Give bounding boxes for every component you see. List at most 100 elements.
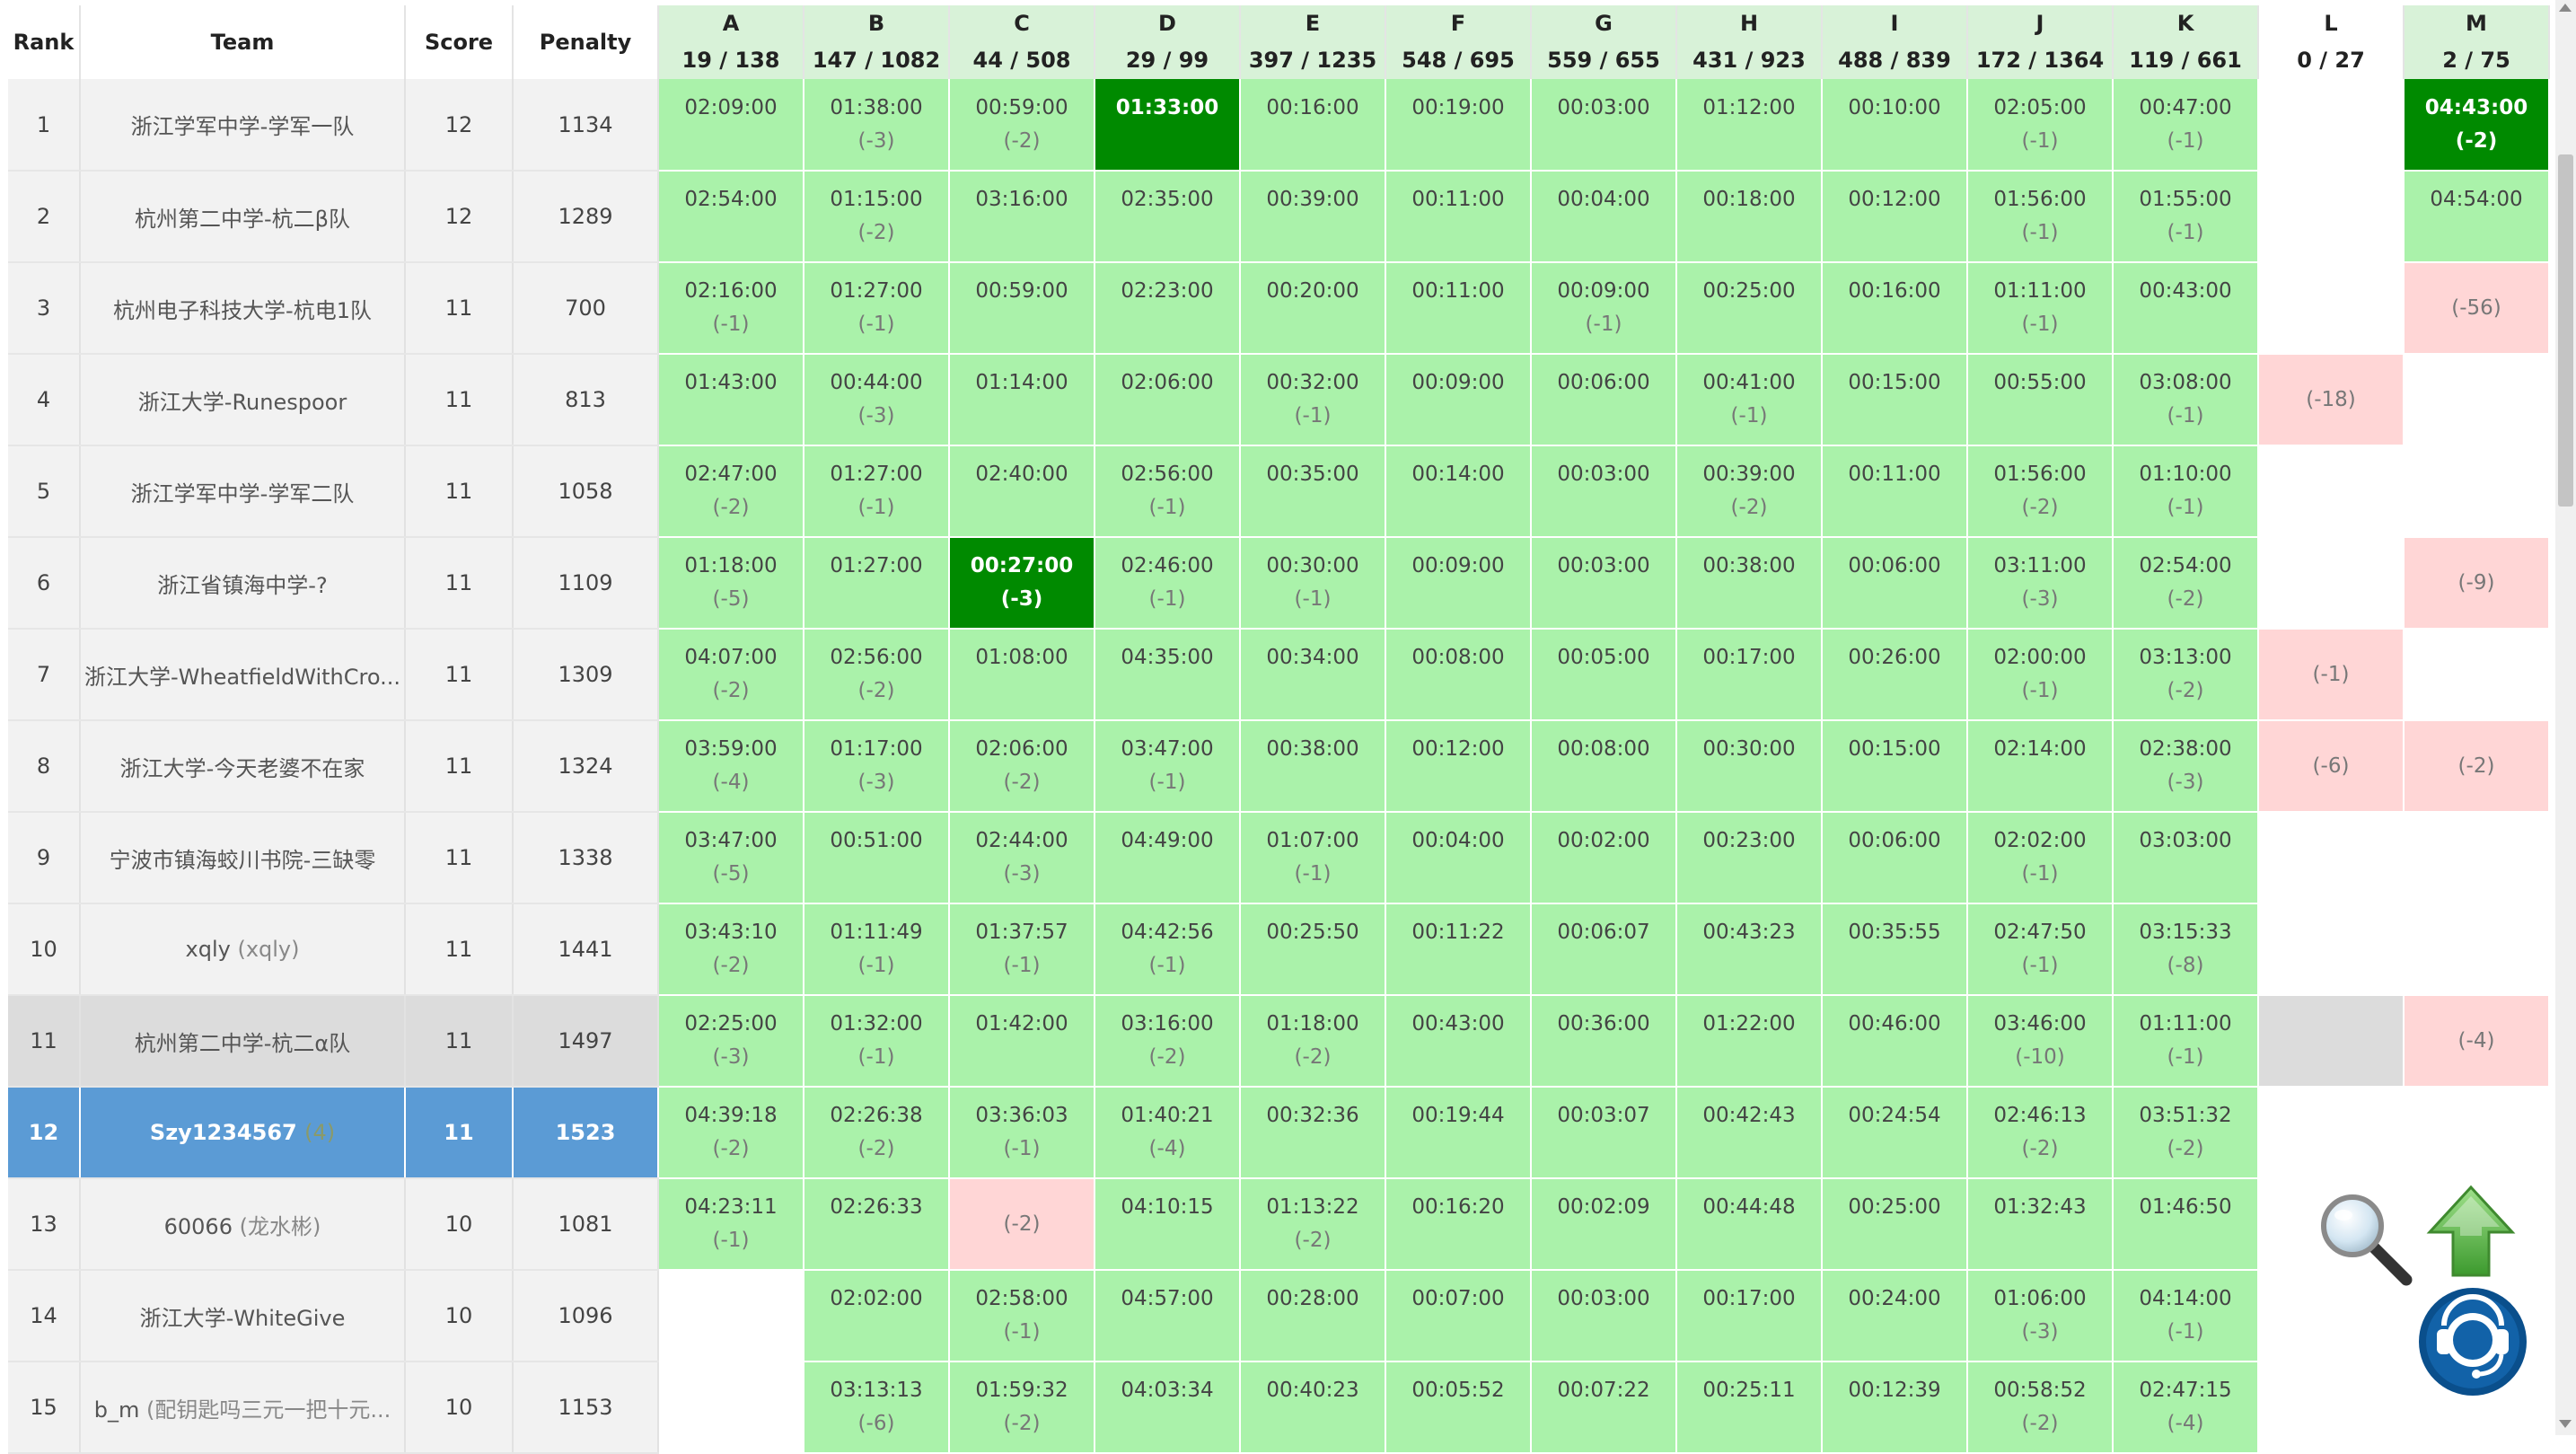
- problem-cell-f[interactable]: 00:19:00: [1385, 79, 1532, 172]
- problem-cell-d[interactable]: 02:46:00 (-1): [1095, 537, 1241, 630]
- problem-cell-i[interactable]: 00:15:00: [1822, 354, 1968, 446]
- problem-cell-k[interactable]: 01:10:00 (-1): [2113, 445, 2259, 538]
- problem-cell-d[interactable]: 01:33:00: [1095, 79, 1241, 172]
- problem-cell-e[interactable]: 00:32:00 (-1): [1240, 354, 1386, 446]
- problem-cell-i[interactable]: 00:12:00: [1822, 171, 1968, 263]
- team-header[interactable]: Team: [80, 5, 406, 79]
- problem-cell-c[interactable]: 01:59:32 (-2): [949, 1361, 1095, 1454]
- problem-cell-c[interactable]: 01:08:00: [949, 629, 1095, 721]
- problem-cell-f[interactable]: 00:43:00: [1385, 995, 1532, 1088]
- problem-cell-k[interactable]: 03:03:00: [2113, 812, 2259, 904]
- problem-cell-f[interactable]: 00:11:22: [1385, 903, 1532, 996]
- problem-cell-k[interactable]: 03:13:00 (-2): [2113, 629, 2259, 721]
- problem-header-h[interactable]: H: [1676, 5, 1823, 41]
- problem-cell-h[interactable]: 00:17:00: [1676, 629, 1823, 721]
- problem-cell-i[interactable]: 00:26:00: [1822, 629, 1968, 721]
- problem-cell-k[interactable]: 02:38:00 (-3): [2113, 720, 2259, 813]
- team-name[interactable]: 杭州电子科技大学-杭电1队: [113, 297, 372, 323]
- problem-cell-a[interactable]: 04:07:00 (-2): [658, 629, 804, 721]
- problem-cell-a[interactable]: 04:23:11 (-1): [658, 1178, 804, 1271]
- problem-cell-h[interactable]: 00:42:43: [1676, 1087, 1823, 1179]
- problem-cell-f[interactable]: 00:04:00: [1385, 812, 1532, 904]
- problem-header-d[interactable]: D: [1095, 5, 1241, 41]
- table-row[interactable]: 7 浙江大学-WheatfieldWithCro... 11 1309 04:07:00…: [8, 629, 2550, 721]
- table-row[interactable]: 15 b_m (配钥匙吗三元一把十元... 10 1153 03:13:13 (-6) 01…: [8, 1361, 2550, 1454]
- problem-cell-a[interactable]: 02:16:00 (-1): [658, 262, 804, 355]
- problem-cell-d[interactable]: 04:35:00: [1095, 629, 1241, 721]
- table-row[interactable]: 5 浙江学军中学-学军二队 11 1058 02:47:00 (-2) 01:27:00 (-…: [8, 445, 2550, 538]
- problem-cell-h[interactable]: 00:39:00 (-2): [1676, 445, 1823, 538]
- table-row[interactable]: 2 杭州第二中学-杭二β队 12 1289 02:54:00 01:15:00 (-2) 03…: [8, 171, 2550, 263]
- team-name[interactable]: 浙江大学-WheatfieldWithCro...: [84, 664, 400, 690]
- problem-cell-a[interactable]: 02:47:00 (-2): [658, 445, 804, 538]
- problem-cell-e[interactable]: 00:39:00: [1240, 171, 1386, 263]
- problem-cell-l[interactable]: (-6): [2258, 720, 2405, 813]
- problem-cell-b[interactable]: 01:38:00 (-3): [804, 79, 950, 172]
- problem-cell-i[interactable]: 00:25:00: [1822, 1178, 1968, 1271]
- problem-cell-g[interactable]: 00:03:07: [1531, 1087, 1677, 1179]
- problem-cell-f[interactable]: 00:05:52: [1385, 1361, 1532, 1454]
- problem-cell-j[interactable]: 02:14:00: [1967, 720, 2114, 813]
- problem-cell-g[interactable]: 00:03:00: [1531, 79, 1677, 172]
- problem-cell-h[interactable]: 00:43:23: [1676, 903, 1823, 996]
- problem-header-l[interactable]: L: [2258, 5, 2405, 41]
- problem-cell-a[interactable]: 01:43:00: [658, 354, 804, 446]
- problem-cell-g[interactable]: 00:09:00 (-1): [1531, 262, 1677, 355]
- problem-cell-h[interactable]: 00:41:00 (-1): [1676, 354, 1823, 446]
- scrollbar-thumb[interactable]: [2558, 154, 2573, 507]
- problem-cell-d[interactable]: 03:47:00 (-1): [1095, 720, 1241, 813]
- problem-cell-j[interactable]: 01:06:00 (-3): [1967, 1270, 2114, 1362]
- problem-cell-j[interactable]: 00:58:52 (-2): [1967, 1361, 2114, 1454]
- problem-header-i[interactable]: I: [1822, 5, 1968, 41]
- problem-cell-m[interactable]: 04:54:00: [2404, 171, 2550, 263]
- problem-cell-j[interactable]: 02:46:13 (-2): [1967, 1087, 2114, 1179]
- problem-cell-i[interactable]: 00:15:00: [1822, 720, 1968, 813]
- problem-cell-d[interactable]: 01:40:21 (-4): [1095, 1087, 1241, 1179]
- problem-header-j[interactable]: J: [1967, 5, 2114, 41]
- problem-cell-k[interactable]: 03:51:32 (-2): [2113, 1087, 2259, 1179]
- team-name[interactable]: 杭州第二中学-杭二α队: [134, 1030, 351, 1056]
- team-name[interactable]: 浙江省镇海中学-?: [157, 572, 328, 598]
- problem-cell-e[interactable]: 00:35:00: [1240, 445, 1386, 538]
- problem-header-g[interactable]: G: [1531, 5, 1677, 41]
- problem-cell-h[interactable]: 00:38:00: [1676, 537, 1823, 630]
- problem-cell-b[interactable]: 00:44:00 (-3): [804, 354, 950, 446]
- problem-cell-j[interactable]: 03:46:00 (-10): [1967, 995, 2114, 1088]
- problem-cell-k[interactable]: 04:14:00 (-1): [2113, 1270, 2259, 1362]
- team-name[interactable]: 60066: [163, 1213, 233, 1239]
- problem-cell-b[interactable]: 01:17:00 (-3): [804, 720, 950, 813]
- problem-cell-a[interactable]: 02:54:00: [658, 171, 804, 263]
- problem-cell-k[interactable]: 00:43:00: [2113, 262, 2259, 355]
- problem-cell-k[interactable]: 00:47:00 (-1): [2113, 79, 2259, 172]
- problem-cell-e[interactable]: 00:34:00: [1240, 629, 1386, 721]
- problem-cell-h[interactable]: 01:22:00: [1676, 995, 1823, 1088]
- problem-cell-i[interactable]: 00:06:00: [1822, 537, 1968, 630]
- problem-cell-j[interactable]: 00:55:00: [1967, 354, 2114, 446]
- team-name[interactable]: 浙江大学-WhiteGive: [139, 1305, 346, 1331]
- problem-header-k[interactable]: K: [2113, 5, 2259, 41]
- problem-cell-e[interactable]: 00:38:00: [1240, 720, 1386, 813]
- problem-cell-e[interactable]: 00:25:50: [1240, 903, 1386, 996]
- problem-cell-a[interactable]: 03:59:00 (-4): [658, 720, 804, 813]
- problem-cell-c[interactable]: 02:58:00 (-1): [949, 1270, 1095, 1362]
- problem-cell-i[interactable]: 00:12:39: [1822, 1361, 1968, 1454]
- problem-cell-d[interactable]: 02:06:00: [1095, 354, 1241, 446]
- problem-cell-f[interactable]: 00:09:00: [1385, 537, 1532, 630]
- problem-cell-g[interactable]: 00:06:07: [1531, 903, 1677, 996]
- problem-cell-e[interactable]: 00:32:36: [1240, 1087, 1386, 1179]
- problem-cell-k[interactable]: 03:15:33 (-8): [2113, 903, 2259, 996]
- problem-cell-i[interactable]: 00:16:00: [1822, 262, 1968, 355]
- problem-cell-c[interactable]: 03:36:03 (-1): [949, 1087, 1095, 1179]
- customer-support-button[interactable]: [2417, 1286, 2528, 1397]
- problem-cell-j[interactable]: 02:02:00 (-1): [1967, 812, 2114, 904]
- problem-cell-d[interactable]: 02:35:00: [1095, 171, 1241, 263]
- problem-cell-k[interactable]: 01:46:50: [2113, 1178, 2259, 1271]
- problem-cell-c[interactable]: 03:16:00: [949, 171, 1095, 263]
- problem-cell-m[interactable]: (-4): [2404, 995, 2550, 1088]
- team-name[interactable]: 浙江学军中学-学军二队: [130, 480, 355, 507]
- problem-cell-j[interactable]: 03:11:00 (-3): [1967, 537, 2114, 630]
- table-row[interactable]: 6 浙江省镇海中学-? 11 1109 01:18:00 (-5) 01:27:00 00:2…: [8, 537, 2550, 630]
- problem-cell-d[interactable]: 04:03:34: [1095, 1361, 1241, 1454]
- problem-cell-c[interactable]: 00:59:00 (-2): [949, 79, 1095, 172]
- problem-cell-h[interactable]: 00:25:11: [1676, 1361, 1823, 1454]
